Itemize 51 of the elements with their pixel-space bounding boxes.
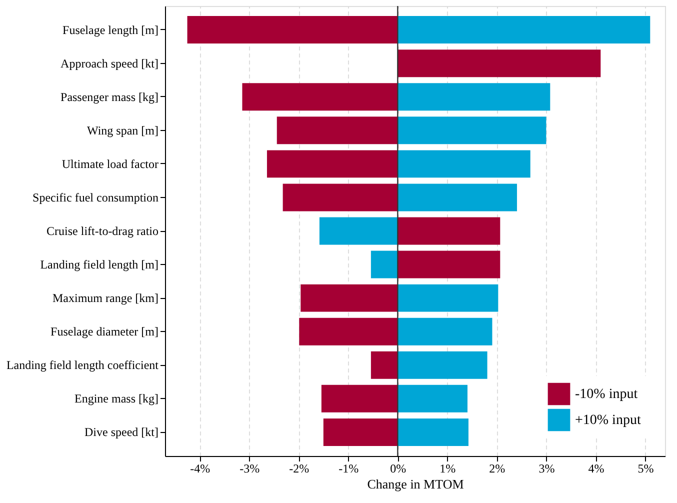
bar [398, 184, 517, 212]
y-tick-label: Landing field length coefficient [6, 358, 160, 372]
bar [398, 50, 601, 78]
x-tick-label: -1% [338, 462, 359, 476]
y-tick-label: Specific fuel consumption [32, 190, 158, 204]
bar [398, 116, 546, 144]
y-tick-label: Maximum range [km] [52, 291, 158, 306]
x-tick-label: 3% [538, 462, 555, 476]
x-tick-label: 2% [489, 462, 506, 476]
bar [398, 351, 488, 379]
y-tick-label: Cruise lift-to-drag ratio [46, 224, 158, 238]
bar [398, 83, 550, 111]
bar [398, 217, 500, 245]
bar [276, 116, 398, 144]
bar [266, 150, 398, 178]
legend-label: -10% input [575, 387, 638, 402]
bar [398, 418, 468, 446]
bar [398, 384, 468, 412]
x-tick-label: 0% [390, 462, 406, 476]
y-tick-label: Fuselage length [m] [62, 22, 158, 37]
y-tick-label: Fuselage diameter [m] [50, 324, 158, 339]
bar [398, 150, 530, 178]
legend-label: +10% input [575, 413, 641, 428]
bar [299, 318, 398, 346]
y-tick-label: Approach speed [kt] [60, 56, 158, 70]
bar [370, 250, 398, 278]
y-tick-label: Passenger mass [kg] [60, 90, 158, 104]
bar [242, 83, 398, 111]
bar [398, 318, 492, 346]
y-tick-label: Engine mass [kg] [74, 392, 158, 406]
x-axis-title: Change in MTOM [367, 476, 464, 492]
bar [321, 384, 398, 412]
x-tick-label: -2% [289, 462, 310, 476]
x-tick-label: -3% [240, 462, 260, 476]
bar [319, 217, 398, 245]
y-tick-label: Dive speed [kt] [84, 425, 158, 440]
x-tick-label: 5% [638, 462, 654, 476]
y-tick-label: Landing field length [m] [40, 258, 158, 272]
x-tick-label: 1% [440, 462, 456, 476]
bar [282, 184, 398, 212]
bar [398, 16, 650, 44]
bar [398, 284, 498, 312]
bar [187, 16, 398, 44]
x-tick-label: -4% [190, 462, 210, 476]
y-tick-label: Ultimate load factor [62, 156, 158, 171]
x-tick-label: 4% [588, 462, 604, 476]
bar [370, 351, 398, 379]
bar [300, 284, 398, 312]
bar [323, 418, 398, 446]
bar [398, 250, 500, 278]
y-tick-label: Wing span [m] [86, 123, 158, 138]
